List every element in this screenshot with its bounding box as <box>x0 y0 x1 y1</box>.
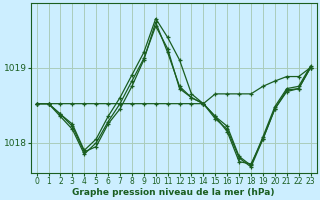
X-axis label: Graphe pression niveau de la mer (hPa): Graphe pression niveau de la mer (hPa) <box>72 188 275 197</box>
